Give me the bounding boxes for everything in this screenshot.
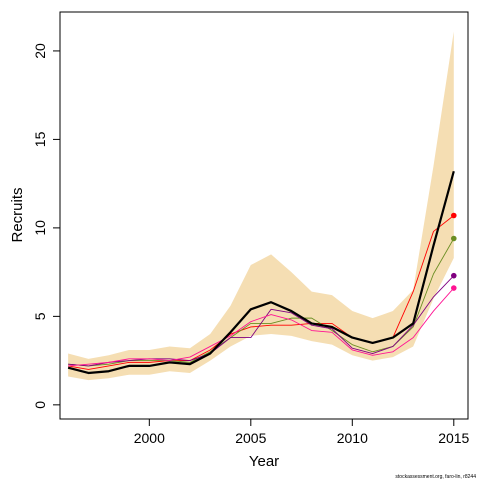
- y-tick-label: 5: [32, 312, 48, 320]
- y-tick-label: 20: [32, 43, 48, 59]
- series-end-point-4: [450, 285, 457, 291]
- y-axis-title: Recruits: [9, 187, 26, 242]
- x-tick-label: 2015: [438, 430, 469, 446]
- x-axis-title: Year: [249, 453, 279, 470]
- series-line-0: [67, 170, 455, 375]
- series-end-point-1: [450, 212, 457, 219]
- series-line-3: [68, 275, 455, 367]
- x-tick-label: 2000: [134, 430, 165, 446]
- series-end-point-3: [450, 272, 457, 279]
- series-layer: [67, 170, 457, 375]
- footnote: stockassessment.org, faro-lin, r8244: [395, 474, 476, 480]
- x-tick-label: 2005: [235, 430, 266, 446]
- y-tick-label: 10: [32, 220, 48, 236]
- x-tick-label: 2010: [337, 430, 368, 446]
- confidence-band: [68, 31, 454, 381]
- series-line-4: [68, 287, 455, 367]
- confidence-band-layer: [68, 31, 454, 381]
- axes-layer: 2000 2005 2010 2015 0 5 10 15 20: [32, 43, 470, 446]
- plot-frame: [59, 11, 469, 420]
- y-tick-label: 0: [32, 401, 48, 409]
- series-end-point-2: [450, 235, 457, 242]
- y-tick-label: 15: [32, 131, 48, 147]
